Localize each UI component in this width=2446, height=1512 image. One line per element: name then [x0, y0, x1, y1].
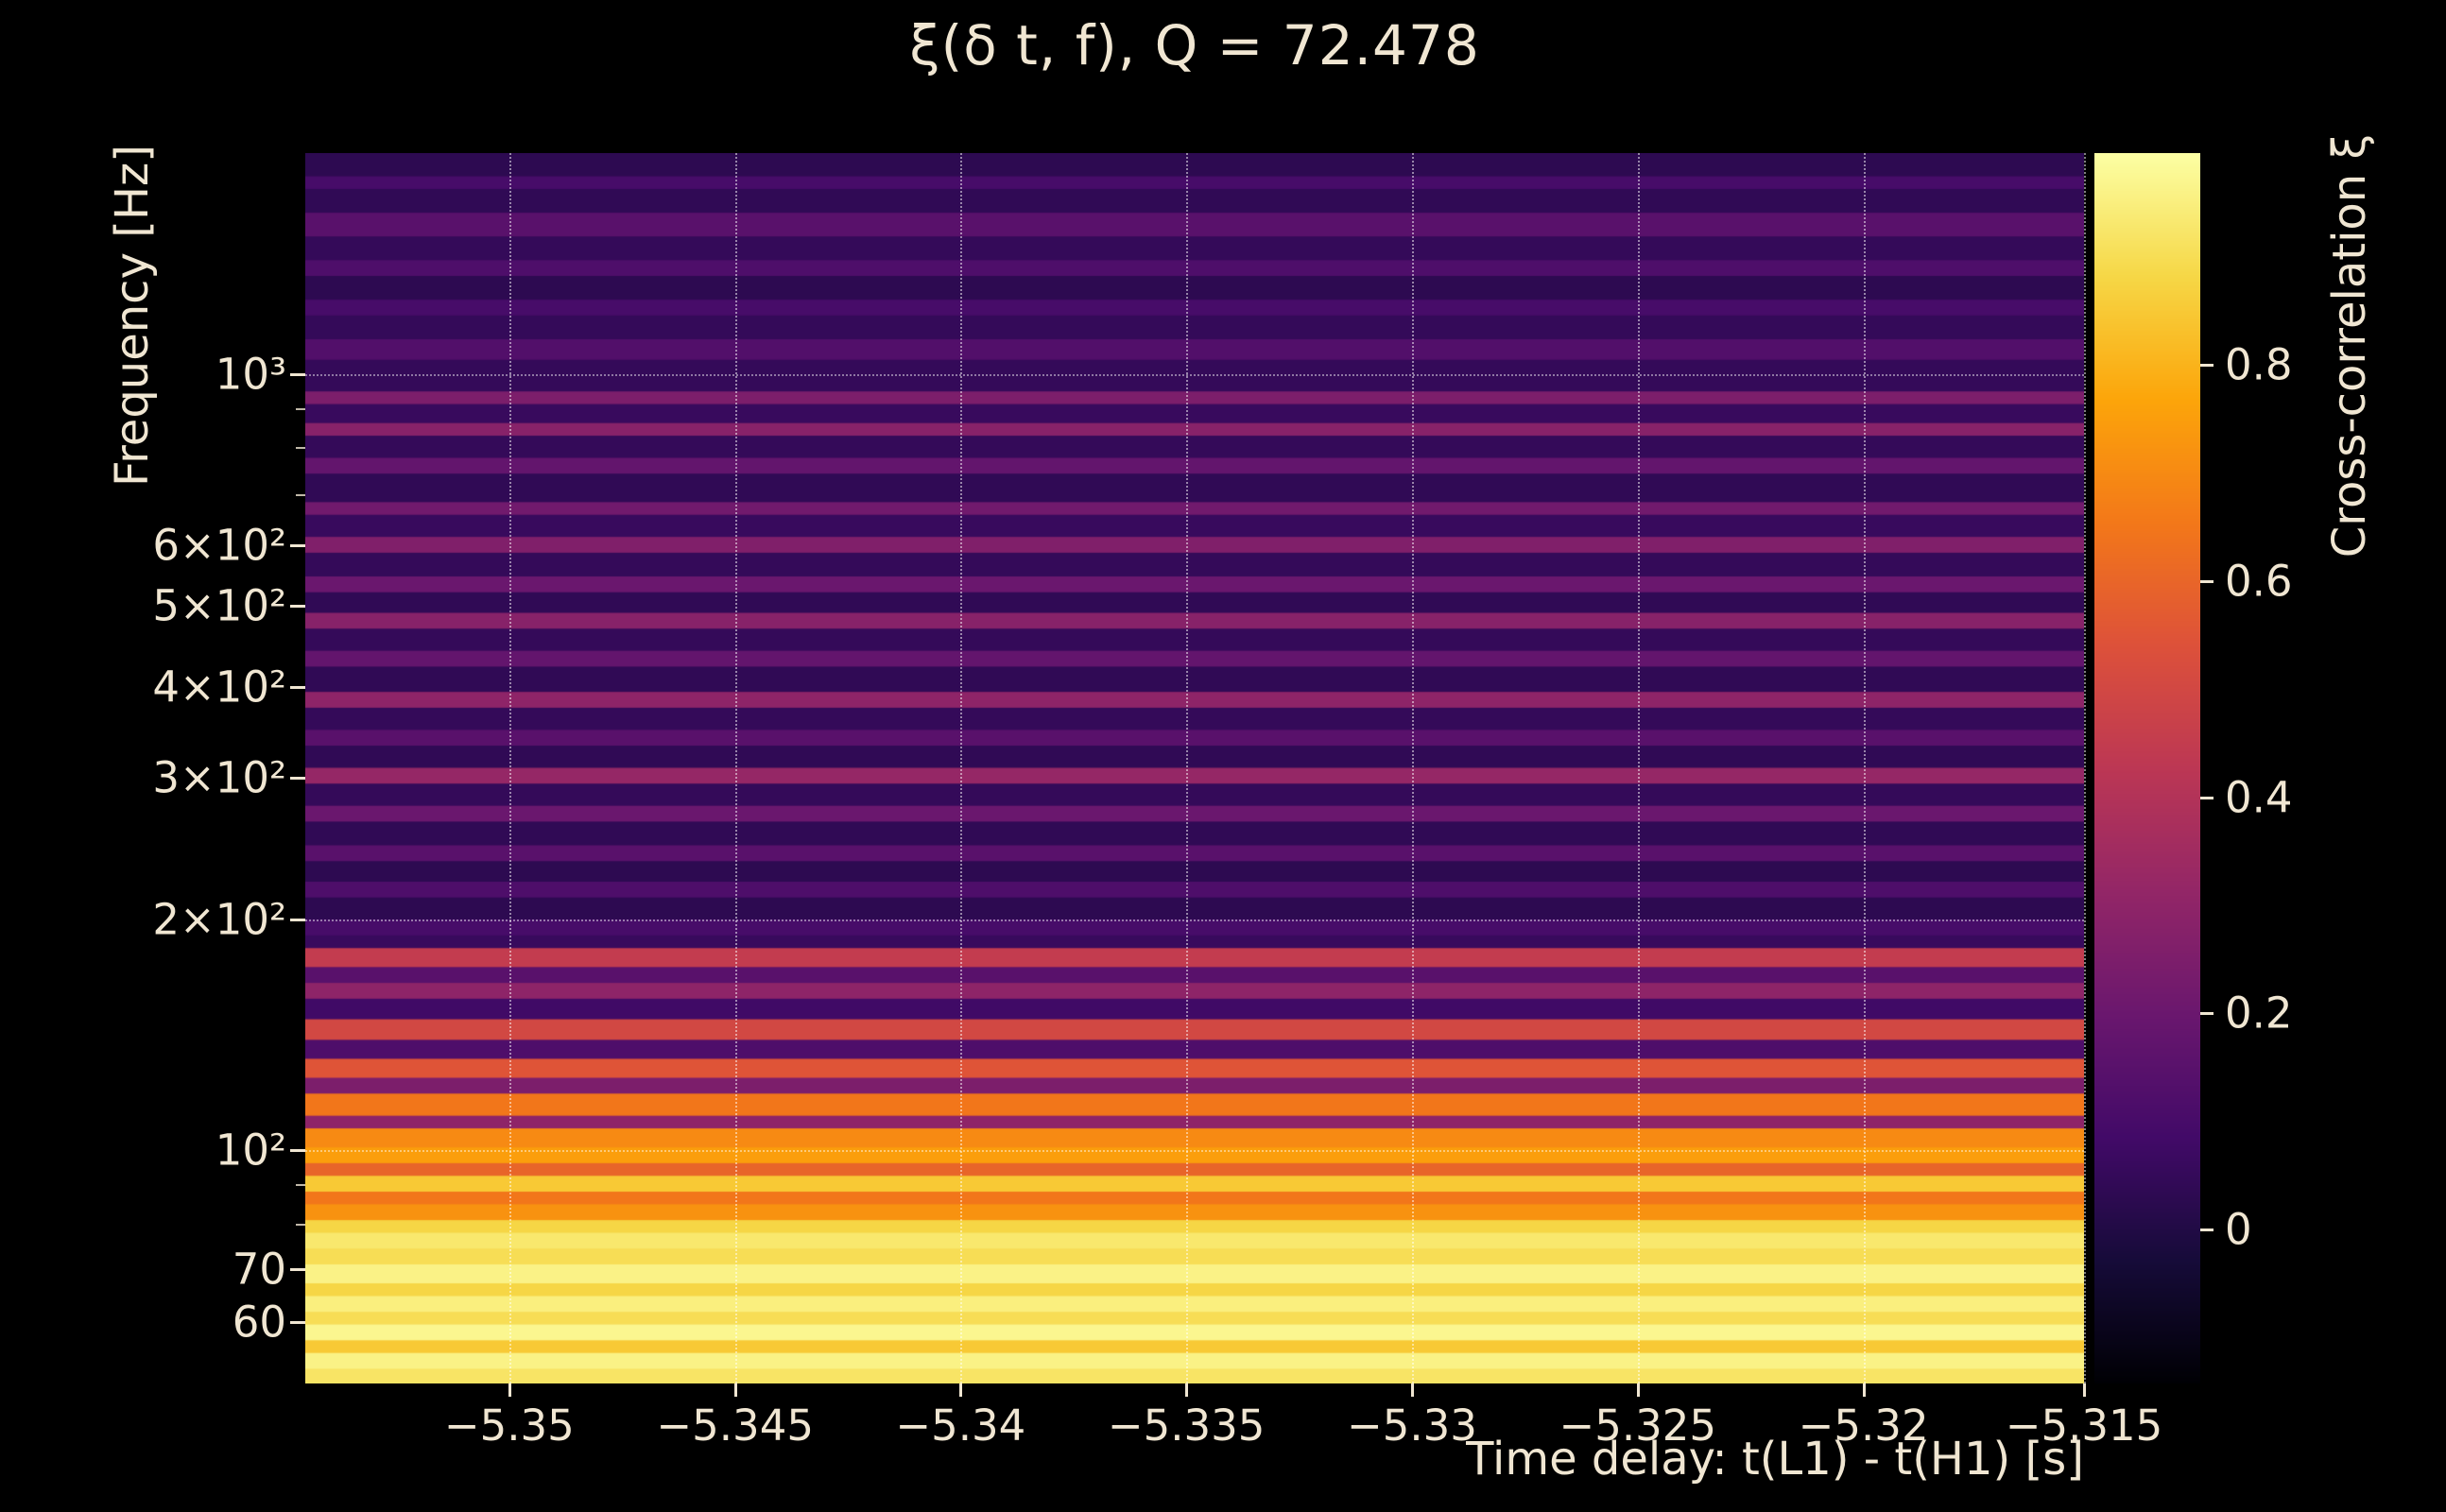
y-minor-tick-mark: [296, 407, 305, 410]
colorbar-tick-label: 0.8: [2225, 339, 2293, 390]
y-tick-mark: [290, 605, 305, 609]
y-tick-label: 2×10²: [152, 894, 286, 945]
x-tick-mark: [2083, 1383, 2086, 1397]
x-tick-label: −5.325: [1559, 1400, 1717, 1451]
x-tick-mark: [1185, 1383, 1189, 1397]
colorbar: [2094, 153, 2200, 1383]
y-tick-label: 6×10²: [152, 520, 286, 571]
colorbar-tick-mark: [2200, 580, 2213, 584]
y-tick-mark: [290, 919, 305, 922]
y-tick-label: 3×10²: [152, 752, 286, 803]
x-tick-label: −5.335: [1107, 1400, 1266, 1451]
chart-title: ξ(δ t, f), Q = 72.478: [909, 13, 1480, 77]
colorbar-tick-mark: [2200, 1228, 2213, 1232]
x-tick-mark: [508, 1383, 511, 1397]
y-minor-tick-mark: [296, 1224, 305, 1227]
x-axis-label: Time delay: t(L1) - t(H1) [s]: [1466, 1433, 2084, 1486]
heatmap-canvas: [305, 153, 2084, 1383]
x-tick-label: −5.34: [895, 1400, 1026, 1451]
colorbar-tick-mark: [2200, 1012, 2213, 1016]
y-tick-label: 5×10²: [152, 580, 286, 631]
x-tick-mark: [1636, 1383, 1640, 1397]
x-tick-mark: [1410, 1383, 1414, 1397]
y-tick-mark: [290, 686, 305, 690]
x-tick-label: −5.33: [1347, 1400, 1477, 1451]
x-tick-label: −5.315: [2005, 1400, 2163, 1451]
plot-area: [305, 153, 2086, 1383]
y-axis-label: Frequency [Hz]: [106, 145, 159, 487]
x-tick-label: −5.35: [443, 1400, 575, 1451]
y-tick-label: 10³: [215, 349, 286, 400]
x-tick-mark: [733, 1383, 737, 1397]
y-minor-tick-mark: [296, 1184, 305, 1187]
y-tick-label: 10²: [215, 1125, 286, 1176]
colorbar-tick-mark: [2200, 797, 2213, 800]
y-tick-label: 60: [232, 1297, 286, 1348]
vertical-gridline: [2084, 153, 2086, 1383]
x-tick-label: −5.32: [1798, 1400, 1929, 1451]
colorbar-tick-label: 0.6: [2225, 556, 2293, 607]
colorbar-tick-label: 0.2: [2225, 988, 2293, 1039]
y-tick-mark: [290, 1148, 305, 1152]
y-tick-label: 4×10²: [152, 662, 286, 713]
colorbar-tick-label: 0: [2225, 1204, 2252, 1255]
colorbar-label: Cross-correlation ξ: [2323, 133, 2376, 558]
colorbar-tick-mark: [2200, 363, 2213, 367]
y-tick-mark: [290, 1267, 305, 1271]
y-tick-label: 70: [232, 1244, 286, 1295]
x-tick-label: −5.345: [656, 1400, 814, 1451]
y-minor-tick-mark: [296, 447, 305, 450]
x-tick-mark: [959, 1383, 963, 1397]
y-tick-mark: [290, 373, 305, 377]
y-tick-mark: [290, 777, 305, 781]
y-tick-mark: [290, 1320, 305, 1324]
colorbar-tick-label: 0.4: [2225, 772, 2293, 823]
y-tick-mark: [290, 544, 305, 548]
x-tick-mark: [1862, 1383, 1866, 1397]
colorbar-canvas: [2094, 153, 2200, 1383]
y-minor-tick-mark: [296, 493, 305, 496]
